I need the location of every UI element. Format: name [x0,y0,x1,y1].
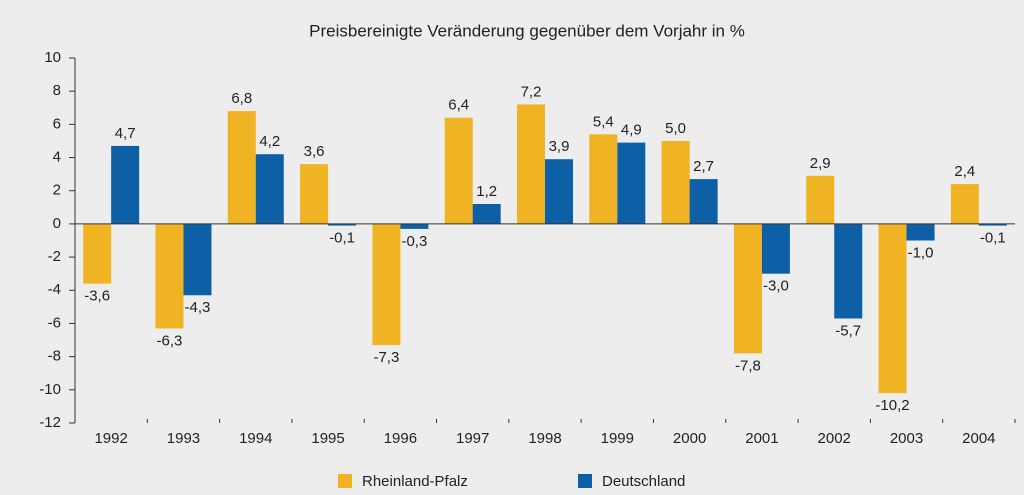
data-label: -10,2 [875,397,909,414]
bar [372,223,401,346]
x-tick-label: 1996 [384,430,417,447]
x-tick-label: 2004 [962,430,995,447]
bar [806,175,835,224]
x-tick-label: 1997 [456,430,489,447]
y-tick-label: -8 [48,348,61,365]
y-tick-label: 0 [53,215,61,232]
data-label: -5,7 [835,322,861,339]
bar [83,223,112,284]
data-label: 7,2 [521,83,542,100]
y-tick-label: 2 [53,182,61,199]
x-tick-label: 1999 [601,430,634,447]
bar [689,179,718,224]
legend-label: Rheinland-Pfalz [362,473,468,490]
data-label: -4,3 [185,299,211,316]
x-tick-label: 1995 [311,430,344,447]
bar [978,223,1007,226]
legend-swatch [338,474,352,488]
x-tick-label: 2002 [818,430,851,447]
data-label: 6,8 [231,90,252,107]
x-tick-label: 1998 [528,430,561,447]
data-label: -7,3 [373,349,399,366]
bar [155,223,184,329]
y-tick-label: -6 [48,314,61,331]
data-label: 2,4 [954,163,975,180]
data-label: -6,3 [157,332,183,349]
data-label: -3,6 [84,288,110,305]
bar [661,140,690,224]
data-label: 3,6 [304,143,325,160]
bar [517,104,545,224]
data-label: 5,4 [593,113,614,130]
y-tick-label: -12 [39,414,61,431]
bar [878,223,907,394]
x-tick-label: 2000 [673,430,706,447]
y-tick-label: -10 [39,381,61,398]
bar [545,159,573,224]
bar [444,117,473,224]
data-label: 4,2 [259,133,280,150]
bar [472,204,501,224]
x-tick-label: 2003 [890,430,923,447]
bar [733,223,762,354]
bar [834,223,863,319]
y-tick-label: 4 [53,149,61,166]
bar [300,164,329,224]
bar [111,145,140,224]
bar [400,223,429,229]
x-tick-label: 2001 [745,430,778,447]
data-label: -0,3 [401,233,427,250]
data-label: 5,0 [665,120,686,137]
bar [906,223,935,241]
data-label: -0,1 [980,230,1006,247]
y-tick-label: 6 [53,115,61,132]
bar [950,184,979,224]
y-tick-label: -2 [48,248,61,265]
data-label: 1,2 [476,183,497,200]
y-tick-label: 10 [44,49,61,66]
data-label: 2,7 [693,158,714,175]
x-tick-label: 1993 [167,430,200,447]
data-label: 3,9 [549,138,570,155]
bar [328,223,357,226]
data-label: 4,9 [621,122,642,139]
data-label: -3,0 [763,278,789,295]
data-label: 4,7 [115,125,136,142]
data-label: -1,0 [908,244,934,261]
bar [255,154,284,224]
chart-title: Preisbereinigte Veränderung gegenüber de… [309,21,745,40]
bar [183,223,212,296]
legend-swatch [578,474,592,488]
bar [761,223,790,274]
data-label: -0,1 [329,230,355,247]
data-label: 6,4 [448,97,469,114]
bar [617,142,646,224]
y-tick-label: -4 [48,281,61,298]
x-tick-label: 1994 [239,430,272,447]
data-label: -7,8 [735,357,761,374]
legend-label: Deutschland [602,473,685,490]
bar [227,111,256,224]
bar [589,134,618,224]
data-label: 2,9 [810,155,831,172]
y-tick-label: 8 [53,82,61,99]
x-tick-label: 1992 [94,430,127,447]
